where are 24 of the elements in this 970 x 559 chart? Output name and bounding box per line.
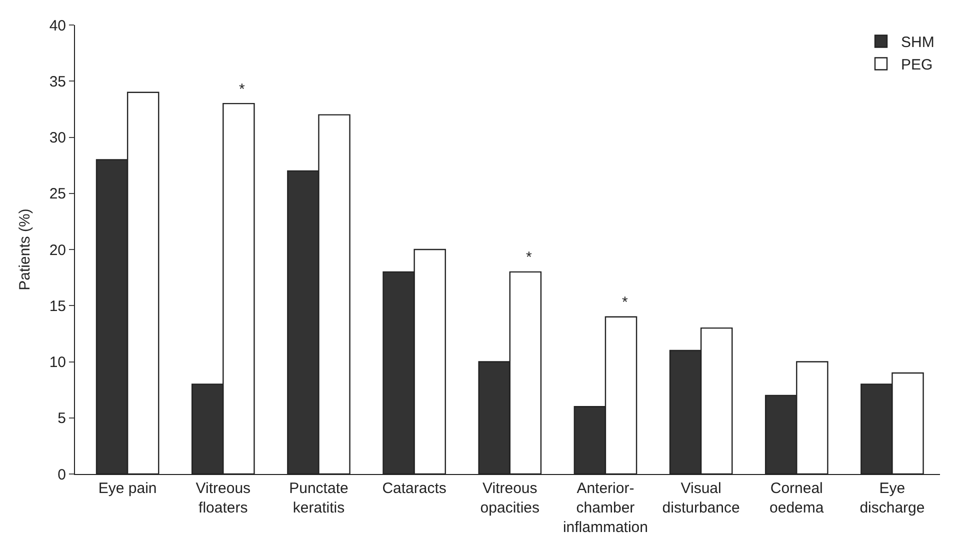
y-tick-label: 40 — [49, 17, 66, 34]
x-tick-label: Visual disturbance — [662, 480, 740, 516]
y-tick-label: 35 — [49, 73, 66, 90]
annotation: * — [526, 249, 532, 266]
x-tick-label: Vitreous floaters — [196, 480, 251, 516]
y-tick-label: 30 — [49, 130, 66, 146]
x-tick-label: Cataracts — [382, 480, 446, 497]
x-tick-label: Corneal oedema — [770, 480, 824, 516]
y-tick-label: 10 — [49, 354, 66, 371]
annotation: * — [622, 294, 628, 311]
x-tick-label: Eye pain — [98, 480, 157, 497]
legend-label: PEG — [901, 56, 933, 74]
x-tick-label: Anterior- chamber inflammation — [562, 480, 648, 536]
x-tick-label: Eye discharge — [860, 480, 925, 516]
y-tick-label: 20 — [49, 242, 66, 259]
y-tick-label: 0 — [58, 466, 66, 484]
x-tick-label: Punctate keratitis — [289, 480, 348, 516]
y-axis-title: Patients (%) — [16, 208, 34, 290]
y-tick-label: 15 — [49, 298, 66, 315]
legend-label: SHM — [901, 34, 934, 52]
y-tick-label: 25 — [49, 186, 66, 203]
y-tick-label: 5 — [58, 410, 66, 428]
x-tick-label: Vitreous opacities — [480, 480, 540, 516]
annotation: * — [239, 81, 245, 98]
